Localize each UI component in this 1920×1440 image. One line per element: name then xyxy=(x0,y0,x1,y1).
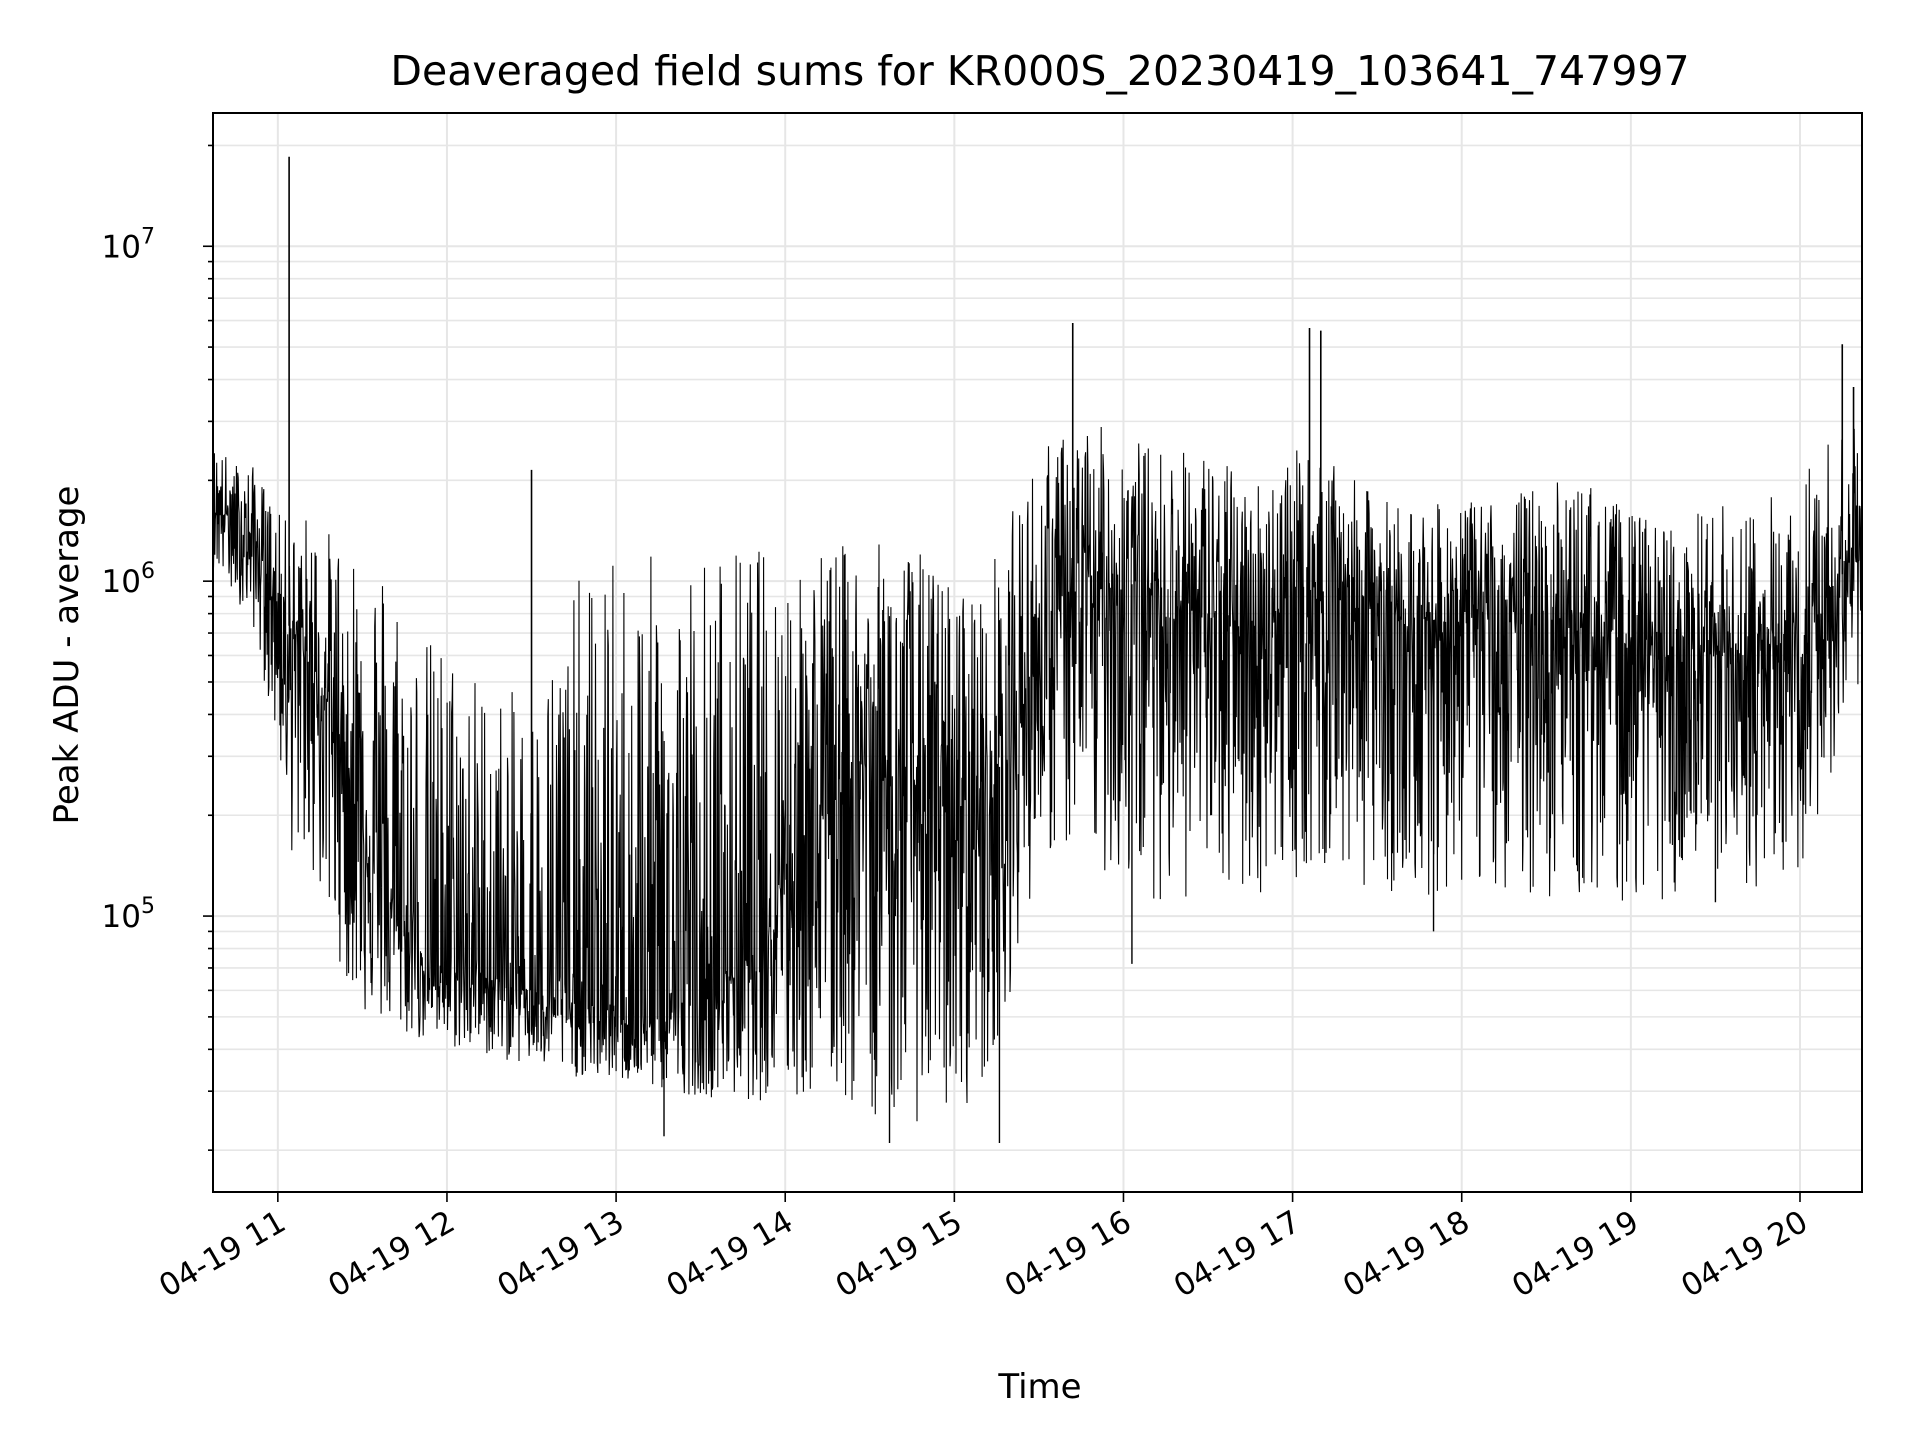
y-tick-label: 106 xyxy=(102,559,155,600)
x-axis-label: Time xyxy=(997,1367,1081,1407)
chart-title: Deaveraged field sums for KR000S_2023041… xyxy=(390,47,1689,95)
y-tick-label: 107 xyxy=(102,224,155,265)
plot-frame xyxy=(212,112,1863,1193)
data-layer xyxy=(212,156,1863,1144)
y-axis-label: Peak ADU - average xyxy=(47,486,87,825)
series-line xyxy=(212,426,1863,1122)
y-tick-label: 105 xyxy=(102,894,155,935)
